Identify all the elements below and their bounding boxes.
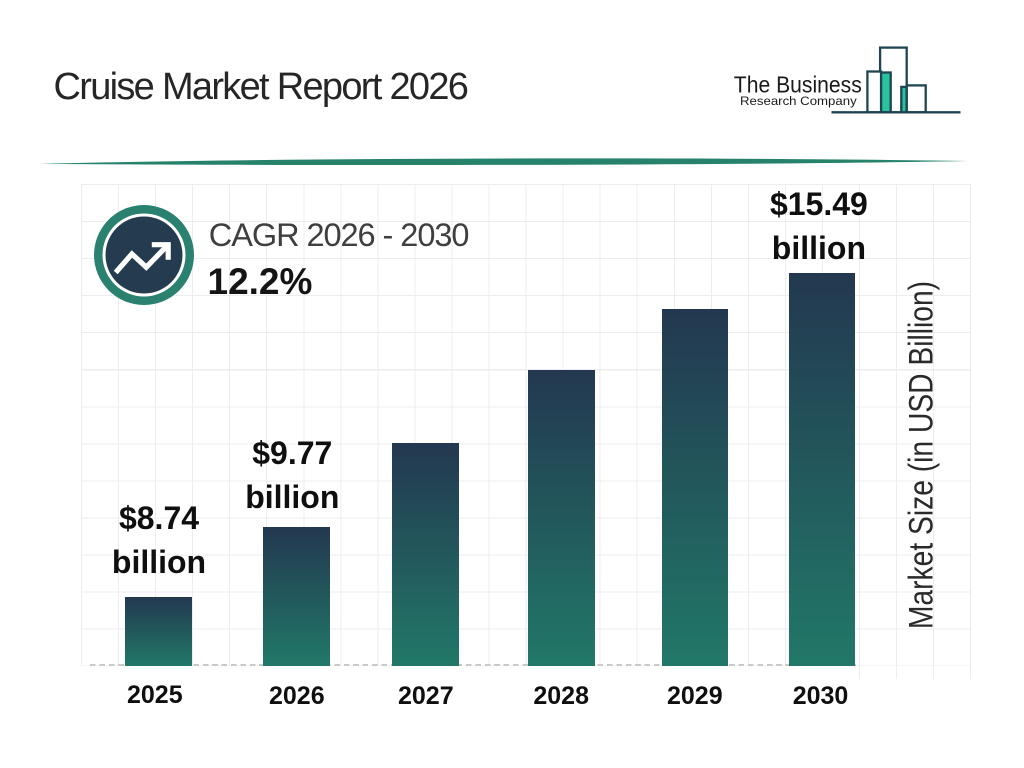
svg-text:Research Company: Research Company xyxy=(740,94,858,108)
svg-text:The Business: The Business xyxy=(734,71,862,97)
